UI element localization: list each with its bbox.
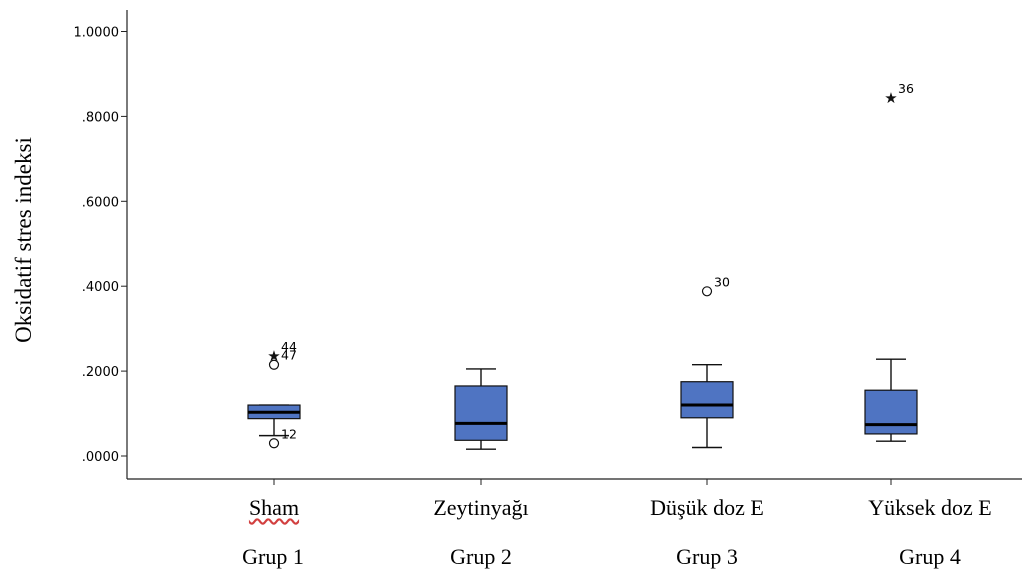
outlier-label: 44 <box>281 339 297 354</box>
outlier-circle <box>268 438 280 449</box>
group-label-4: Grup 4 <box>899 544 961 569</box>
y-tick-label: .4000 <box>82 280 119 295</box>
y-tick-label: .2000 <box>82 365 119 380</box>
group-label-2: Grup 2 <box>450 544 512 569</box>
category-label-sham: Sham <box>248 495 300 520</box>
group-label-1: Grup 1 <box>242 544 304 569</box>
outlier-label: 47 <box>281 348 297 363</box>
y-tick-label: .8000 <box>82 110 119 125</box>
outlier-circle <box>268 359 280 370</box>
y-axis-title: Oksidatif stres indeksi <box>11 137 36 343</box>
box-iqr <box>864 389 918 435</box>
outlier-label: 36 <box>898 81 914 96</box>
box-iqr <box>454 385 508 441</box>
outlier-label: 12 <box>281 426 297 441</box>
category-label-zeytinyagi: Zeytinyağı <box>433 495 529 520</box>
category-label-yuksek-doz-e: Yüksek doz E <box>868 495 992 520</box>
outlier-star: ★ <box>267 347 280 365</box>
y-tick-label: .0000 <box>82 450 119 465</box>
outlier-label: 30 <box>714 274 730 289</box>
outlier-star: ★ <box>884 89 897 107</box>
outlier-circle <box>701 286 713 297</box>
y-tick-label: .6000 <box>82 195 119 210</box>
category-label-dusuk-doz-e: Düşük doz E <box>650 495 764 520</box>
box-iqr <box>680 381 734 419</box>
group-label-3: Grup 3 <box>676 544 738 569</box>
y-tick-label: 1.0000 <box>74 26 120 41</box>
